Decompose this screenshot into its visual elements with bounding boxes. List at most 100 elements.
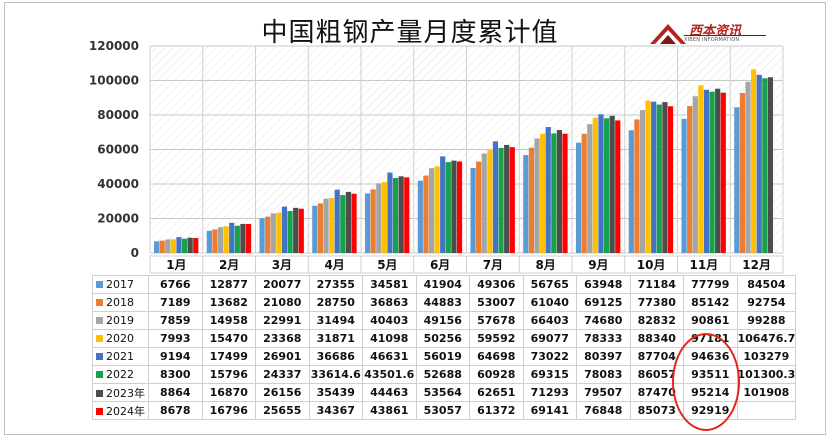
legend-entry: 2019: [92, 311, 149, 330]
table-cell: 69315: [522, 365, 577, 384]
table-cell: 59592: [469, 329, 524, 348]
table-cell: 21080: [255, 293, 310, 312]
table-cell: 24337: [255, 365, 310, 384]
table-cell: 71184: [629, 275, 684, 294]
table-cell: 13682: [201, 293, 256, 312]
table-row: 2017 6766 12877 20077 27355 34581 41904 49306 56…: [92, 275, 797, 294]
table-cell: 16870: [201, 383, 256, 402]
table-cell: 36686: [308, 347, 363, 366]
legend-label: 2020: [106, 332, 134, 345]
roof-logo-icon: [650, 24, 686, 44]
x-tick-label: 1月: [166, 258, 186, 272]
table-cell: 82832: [629, 311, 684, 330]
table-cell: 50256: [415, 329, 470, 348]
bar-2021-8月: [545, 127, 551, 253]
bar-2018-8月: [528, 147, 535, 253]
table-cell: 56765: [522, 275, 577, 294]
table-cell: 78333: [576, 329, 631, 348]
bar-2018-5月: [370, 189, 376, 253]
legend-label: 2024年: [106, 404, 145, 418]
table-cell: 61040: [522, 293, 577, 312]
bar-2019-4月: [323, 198, 329, 253]
data-table: 2017 6766 12877 20077 27355 34581 41904 49306 56…: [92, 275, 797, 420]
bar-2019-6月: [428, 168, 435, 253]
bar-2022-12月: [762, 78, 768, 253]
bar-2020-7月: [487, 150, 493, 253]
x-tick-label: 9月: [588, 258, 608, 272]
bar-2019-7月: [481, 153, 487, 253]
table-row: 2019 7859 14958 22991 31494 40403 49156 57678 66…: [92, 311, 797, 330]
table-cell: 85142: [683, 293, 738, 312]
table-cell: 101908: [736, 383, 797, 402]
table-cell: 16796: [201, 401, 256, 420]
table-cell: 53057: [415, 401, 470, 420]
table-cell: 73022: [522, 347, 577, 366]
bar-2020-2月: [223, 226, 229, 253]
x-tick-label: 6月: [430, 258, 450, 272]
bar-2018-10月: [634, 119, 640, 253]
table-cell: 12877: [201, 275, 256, 294]
table-cell: 77380: [629, 293, 684, 312]
legend-swatch: [96, 371, 103, 378]
legend-swatch: [96, 353, 103, 360]
bar-2017-2月: [206, 230, 212, 253]
bar-2019-11月: [692, 96, 698, 254]
table-cell: 69141: [522, 401, 577, 420]
legend-entry: 2021: [92, 347, 149, 366]
table-cell: 99288: [736, 311, 797, 330]
legend-swatch: [96, 407, 103, 415]
bar-2021-2月: [229, 222, 235, 253]
bar-2019-9月: [587, 124, 593, 253]
legend-label: 2022: [106, 368, 134, 381]
bar-2022-9月: [603, 118, 610, 253]
table-cell: 27355: [308, 275, 363, 294]
legend-entry: 2022: [92, 365, 149, 384]
table-cell: 69125: [576, 293, 631, 312]
table-cell: 76848: [576, 401, 631, 420]
bar-2019-10月: [639, 110, 646, 253]
bar-2023年-3月: [293, 207, 299, 253]
bar-2024年-2月: [245, 224, 252, 253]
bar-2017-6月: [417, 180, 423, 253]
bar-2020-11月: [698, 85, 704, 253]
legend-entry: 2023年: [92, 383, 149, 402]
legend-entry: 2020: [92, 329, 149, 348]
table-cell: 106476.7: [736, 329, 797, 348]
y-tick-label: 60000: [97, 143, 139, 157]
table-cell: 41098: [362, 329, 417, 348]
bar-2017-8月: [523, 155, 529, 253]
bar-2018-9月: [581, 133, 587, 253]
table-cell: 15796: [201, 365, 256, 384]
table-cell: 90861: [683, 311, 738, 330]
bar-2024年-5月: [404, 177, 410, 253]
bar-2017-4月: [312, 205, 318, 253]
bar-2021-12月: [756, 74, 762, 254]
x-tick-label: 11月: [690, 258, 719, 272]
table-cell: 22991: [255, 311, 310, 330]
table-cell: 57678: [469, 311, 524, 330]
legend-swatch: [96, 299, 103, 306]
y-tick-label: 120000: [89, 39, 139, 53]
table-cell: 52688: [415, 365, 470, 384]
x-tick-label: 8月: [535, 258, 555, 272]
table-cell: 62651: [469, 383, 524, 402]
bar-2022-10月: [656, 104, 662, 254]
table-cell: 41904: [415, 275, 470, 294]
legend-label: 2017: [106, 278, 134, 291]
bar-2021-11月: [703, 89, 710, 253]
bar-2023年-5月: [398, 176, 404, 253]
legend-swatch: [96, 281, 103, 288]
legend-entry: 2018: [92, 293, 149, 312]
bar-2022-4月: [340, 195, 346, 253]
table-cell: 17499: [201, 347, 256, 366]
table-cell: 35439: [308, 383, 363, 402]
highlight-ellipse: [672, 333, 740, 431]
table-cell: 49306: [469, 275, 524, 294]
bar-2023年-12月: [767, 77, 774, 253]
table-cell: 34581: [362, 275, 417, 294]
bar-2018-6月: [423, 175, 429, 253]
table-cell: 60928: [469, 365, 524, 384]
bar-2023年-6月: [451, 160, 457, 253]
bar-2023年-1月: [187, 237, 193, 253]
